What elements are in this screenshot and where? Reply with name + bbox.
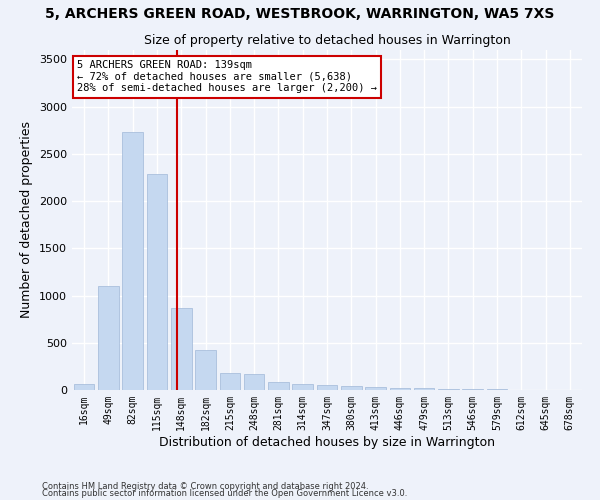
Bar <box>146 174 167 390</box>
Bar <box>220 374 240 390</box>
Bar <box>195 350 216 390</box>
Text: 5 ARCHERS GREEN ROAD: 139sqm
← 72% of detached houses are smaller (5,638)
28% of: 5 ARCHERS GREEN ROAD: 139sqm ← 72% of de… <box>77 60 377 94</box>
Bar <box>365 386 386 390</box>
Bar <box>438 389 459 390</box>
Bar <box>317 386 337 390</box>
Bar <box>414 388 434 390</box>
Bar <box>487 389 508 390</box>
Bar <box>171 308 191 390</box>
Title: Size of property relative to detached houses in Warrington: Size of property relative to detached ho… <box>143 34 511 48</box>
Bar <box>122 132 143 390</box>
Bar <box>292 384 313 390</box>
Bar <box>244 374 265 390</box>
Bar <box>389 388 410 390</box>
Y-axis label: Number of detached properties: Number of detached properties <box>20 122 34 318</box>
Bar <box>341 386 362 390</box>
Bar <box>74 384 94 390</box>
Bar <box>463 389 483 390</box>
Text: Contains HM Land Registry data © Crown copyright and database right 2024.: Contains HM Land Registry data © Crown c… <box>42 482 368 491</box>
X-axis label: Distribution of detached houses by size in Warrington: Distribution of detached houses by size … <box>159 436 495 448</box>
Bar <box>98 286 119 390</box>
Text: 5, ARCHERS GREEN ROAD, WESTBROOK, WARRINGTON, WA5 7XS: 5, ARCHERS GREEN ROAD, WESTBROOK, WARRIN… <box>46 8 554 22</box>
Text: Contains public sector information licensed under the Open Government Licence v3: Contains public sector information licen… <box>42 489 407 498</box>
Bar <box>268 382 289 390</box>
